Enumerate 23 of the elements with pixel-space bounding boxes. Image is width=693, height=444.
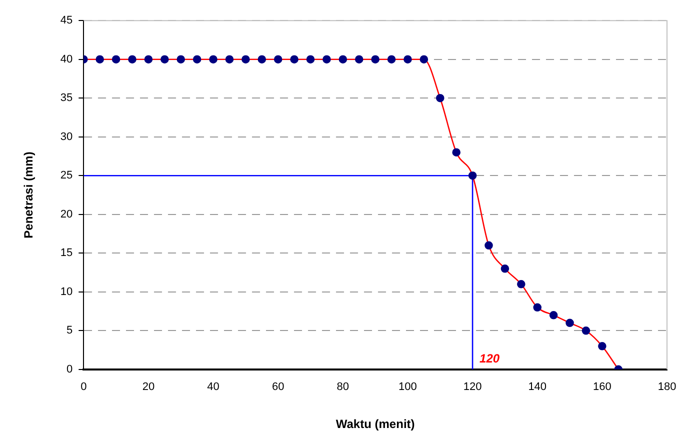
y-axis-title: Penetrasi (mm) bbox=[22, 152, 36, 238]
annotation: 120 bbox=[480, 352, 500, 366]
x-tick-label: 100 bbox=[398, 381, 417, 394]
y-tick-label: 30 bbox=[60, 130, 73, 143]
y-tick-label: 45 bbox=[60, 14, 73, 27]
x-tick-label: 20 bbox=[142, 381, 155, 394]
y-tick-label: 15 bbox=[60, 247, 73, 260]
x-tick-label: 160 bbox=[593, 381, 612, 394]
y-tick-label: 40 bbox=[60, 53, 73, 66]
x-axis-title: Waktu (menit) bbox=[336, 417, 415, 432]
x-tick-label: 60 bbox=[272, 381, 284, 394]
y-tick-label: 0 bbox=[66, 363, 73, 376]
y-tick-label: 20 bbox=[60, 208, 73, 220]
y-tick-label: 5 bbox=[66, 324, 73, 337]
x-tick-label: 180 bbox=[658, 381, 676, 394]
x-tick-label: 40 bbox=[207, 381, 220, 394]
y-tick-label: 10 bbox=[60, 286, 73, 298]
x-tick-label: 140 bbox=[528, 381, 547, 394]
y-tick-label: 25 bbox=[60, 170, 73, 182]
x-tick-label: 120 bbox=[463, 381, 482, 394]
x-tick-label: 0 bbox=[80, 381, 87, 394]
y-tick-label: 35 bbox=[60, 92, 73, 104]
x-tick-label: 80 bbox=[336, 381, 350, 394]
